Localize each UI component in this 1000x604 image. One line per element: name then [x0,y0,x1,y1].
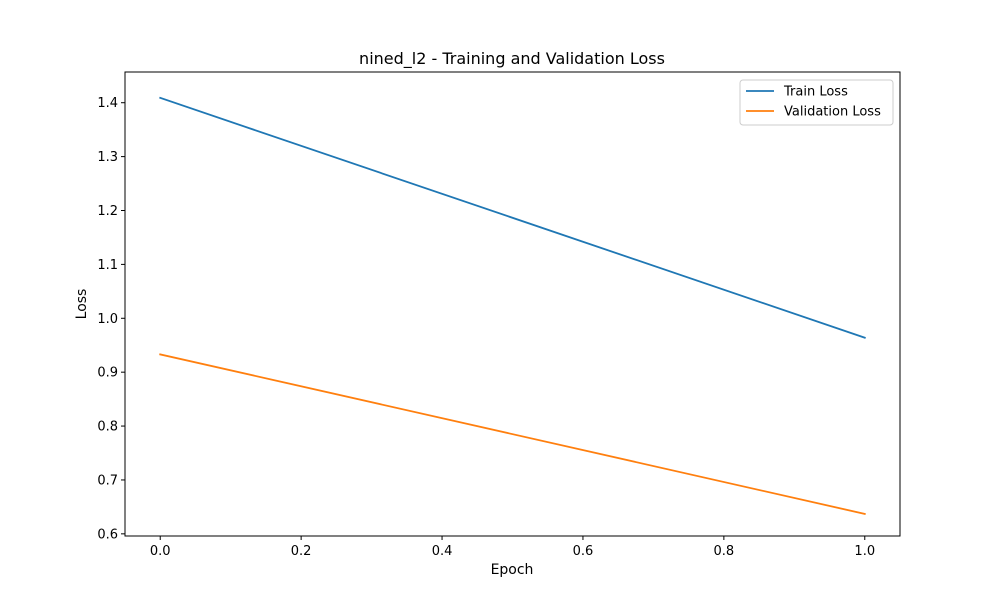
y-tick-label: 0.6 [97,527,118,542]
y-tick-label: 1.3 [97,150,118,165]
legend-label-train-loss: Train Loss [783,85,848,100]
y-tick-label: 1.2 [97,204,118,219]
y-tick-label: 0.7 [97,473,118,488]
legend-label-validation-loss: Validation Loss [784,105,881,120]
legend-box [739,79,894,126]
y-tick-label: 1.4 [97,96,118,111]
x-tick-label: 1.0 [854,544,875,559]
y-tick-label: 0.9 [97,366,118,381]
x-tick-label: 0.2 [291,544,312,559]
x-tick-label: 0.6 [573,544,594,559]
y-tick-label: 1.0 [97,312,118,327]
chart-title: nined_l2 - Training and Validation Loss [359,49,665,69]
y-tick-label: 0.8 [97,420,118,435]
x-tick-label: 0.4 [432,544,453,559]
series-line-validation-loss [159,353,866,515]
series-line-train-loss [159,96,866,339]
plot-frame [124,71,901,537]
y-tick-label: 1.1 [97,258,118,273]
x-tick-label: 0.8 [714,544,735,559]
x-axis-label: Epoch [491,562,534,578]
x-tick-label: 0.0 [150,544,171,559]
y-axis-label: Loss [74,289,90,320]
plot-area: 0.0 0.2 0.4 0.6 0.8 1.0 0.6 0.7 0.8 0.9 1.0 1.1 1.2 1… [97,71,901,559]
